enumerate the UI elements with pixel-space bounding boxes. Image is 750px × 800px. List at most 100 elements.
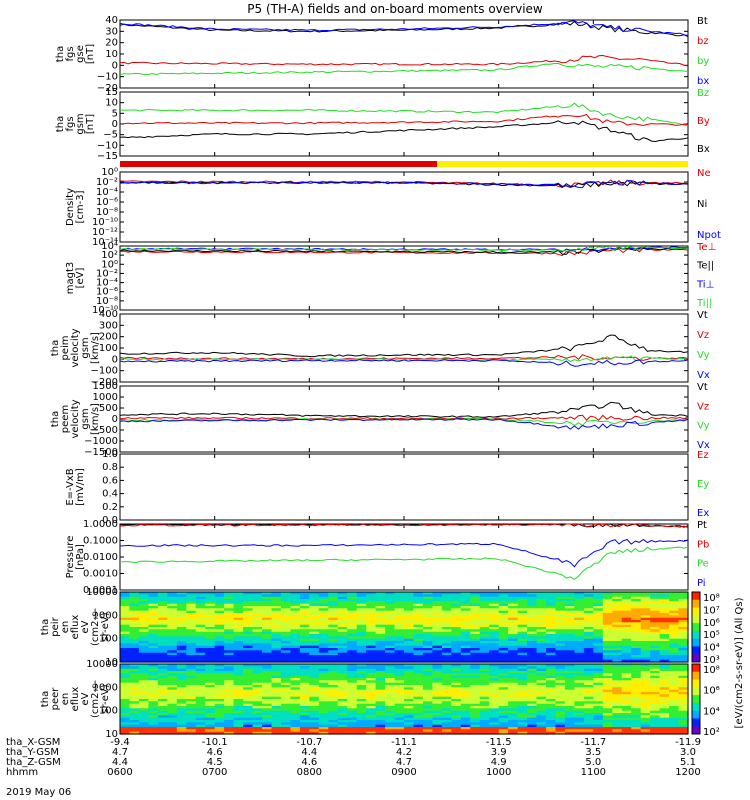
spectrogram-cell xyxy=(318,703,329,707)
spectrogram-cell xyxy=(299,608,310,612)
spectrogram-cell xyxy=(546,629,557,633)
spectrogram-cell xyxy=(564,659,575,663)
spectrogram-cell xyxy=(195,706,206,709)
spectrogram-cell xyxy=(612,652,623,656)
spectrogram-cell xyxy=(650,648,661,651)
spectrogram-cell xyxy=(536,594,547,598)
spectrogram-cell xyxy=(422,710,433,714)
spectrogram-cell xyxy=(290,601,301,605)
spectrogram-cell xyxy=(176,638,187,642)
spectrogram-cell xyxy=(262,720,273,723)
spectrogram-cell xyxy=(555,729,566,733)
spectrogram-cell xyxy=(205,613,216,616)
spectrogram-cell xyxy=(347,703,358,707)
spectrogram-cell xyxy=(347,657,358,661)
spectrogram-cell xyxy=(536,603,547,607)
spectrogram-cell xyxy=(659,638,670,642)
spectrogram-cell xyxy=(564,696,575,700)
spectrogram-cell xyxy=(148,708,159,712)
spectrogram-cell xyxy=(243,722,254,726)
spectrogram-cell xyxy=(650,634,661,637)
spectrogram-cell xyxy=(157,603,168,607)
spectrogram-cell xyxy=(176,636,187,640)
spectrogram-cell xyxy=(640,622,651,626)
spectrogram-cell xyxy=(148,680,159,684)
spectrogram-cell xyxy=(394,671,405,674)
spectrogram-cell xyxy=(252,629,263,633)
spectrogram-cell xyxy=(536,699,547,702)
spectrogram-cell xyxy=(157,701,168,705)
spectrogram-cell xyxy=(650,592,661,595)
spectrogram-cell xyxy=(527,713,538,716)
spectrogram-cell xyxy=(214,634,225,637)
spectrogram-cell xyxy=(460,659,471,663)
spectrogram-cell xyxy=(280,636,291,640)
spectrogram-cell xyxy=(280,671,291,674)
spectrogram-cell xyxy=(460,680,471,684)
spectrogram-cell xyxy=(366,601,377,605)
spectrogram-cell xyxy=(186,706,197,709)
spectrogram-cell xyxy=(394,606,405,609)
spectrogram-cell xyxy=(318,724,329,728)
spectrogram-cell xyxy=(460,599,471,602)
spectrogram-cell xyxy=(422,608,433,612)
spectrogram-cell xyxy=(299,682,310,686)
spectrogram-cell xyxy=(337,659,348,663)
spectrogram-cell xyxy=(413,696,424,700)
spectrogram-cell xyxy=(564,682,575,686)
spectrogram-cell xyxy=(432,696,443,700)
spectrogram-cell xyxy=(337,613,348,616)
spectrogram-cell xyxy=(602,710,613,714)
spectrogram-cell xyxy=(602,636,613,640)
ephemeris-row-label: hhmm xyxy=(6,767,38,778)
spectrogram-cell xyxy=(517,592,528,595)
spectrogram-cell xyxy=(224,641,235,644)
spectrogram-cell xyxy=(413,701,424,705)
spectrogram-cell xyxy=(650,720,661,723)
spectrogram-cell xyxy=(650,610,661,614)
spectrogram-cell xyxy=(176,650,187,654)
spectrogram-cell xyxy=(205,724,216,728)
spectrogram-cell xyxy=(470,610,481,614)
spectrogram-cell xyxy=(404,617,415,621)
spectrogram-cell xyxy=(138,592,149,595)
spectrogram-cell xyxy=(574,682,585,686)
spectrogram-cell xyxy=(678,596,689,600)
spectrogram-cell xyxy=(224,678,235,681)
spectrogram-cell xyxy=(659,717,670,721)
spectrogram-cell xyxy=(669,710,680,714)
spectrogram-cell xyxy=(271,689,282,693)
spectrogram-cell xyxy=(460,724,471,728)
spectrogram-cell xyxy=(470,652,481,656)
spectrogram-cell xyxy=(356,685,367,688)
spectrogram-cell xyxy=(479,617,490,621)
spectrogram-cell xyxy=(404,638,415,642)
spectrogram-cell xyxy=(678,678,689,681)
spectrogram-cell xyxy=(262,634,273,637)
spectrogram-cell xyxy=(252,620,263,623)
y-axis-label: peem xyxy=(60,405,71,433)
y-axis-label: Density xyxy=(65,188,76,226)
spectrogram-cell xyxy=(167,636,178,640)
spectrogram-cell xyxy=(252,641,263,644)
spectrogram-cell xyxy=(479,631,490,635)
spectrogram-cell xyxy=(470,594,481,598)
spectrogram-cell xyxy=(186,613,197,616)
spectrogram-cell xyxy=(252,682,263,686)
spectrogram-cell xyxy=(176,729,187,733)
spectrogram-cell xyxy=(470,643,481,647)
spectrogram-cell xyxy=(602,594,613,598)
spectrogram-cell xyxy=(650,717,661,721)
spectrogram-cell xyxy=(498,655,509,658)
y-tick-label: 10⁴ xyxy=(101,241,118,252)
spectrogram-cell xyxy=(328,701,339,705)
spectrogram-cell xyxy=(120,641,131,644)
spectrogram-cell xyxy=(262,620,273,623)
spectrogram-cell xyxy=(546,664,557,667)
y-tick-label: −10 xyxy=(97,72,118,83)
spectrogram-cell xyxy=(252,724,263,728)
spectrogram-cell xyxy=(318,608,329,612)
spectrogram-cell xyxy=(157,727,168,730)
spectrogram-cell xyxy=(299,673,310,677)
